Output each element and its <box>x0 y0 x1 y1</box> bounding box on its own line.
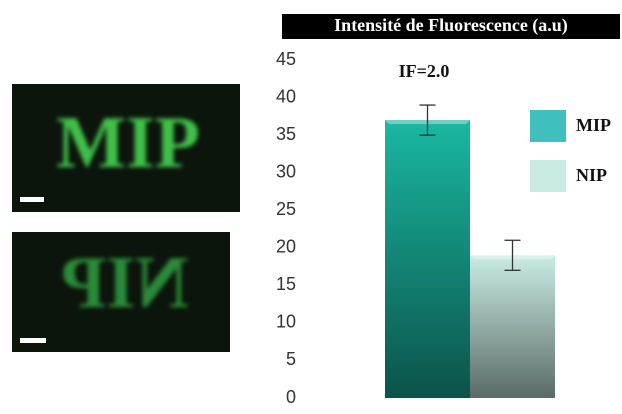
image-mip: MIP <box>12 84 240 212</box>
legend-swatch <box>530 160 566 192</box>
error-bar <box>419 104 436 136</box>
image-text: MIP <box>56 102 200 184</box>
image-background <box>12 84 240 212</box>
bar-shade <box>470 255 555 398</box>
image-text: NIP <box>61 242 188 324</box>
image-background <box>12 232 230 352</box>
y-tick-label: 15 <box>276 274 296 294</box>
y-tick-label: 20 <box>276 237 296 257</box>
scale-bar <box>20 338 46 343</box>
y-tick-label: 40 <box>276 86 296 106</box>
chart-title: Intensité de Fluorescence (a.u) <box>334 15 568 36</box>
y-tick-label: 0 <box>286 387 296 407</box>
y-tick-label: 10 <box>276 312 296 332</box>
y-tick-label: 30 <box>276 161 296 181</box>
y-tick-label: 25 <box>276 199 296 219</box>
annotation: IF=2.0 <box>399 61 450 81</box>
y-tick-label: 45 <box>276 49 296 69</box>
legend-swatch <box>530 110 566 142</box>
error-bar <box>504 239 521 271</box>
y-tick-label: 5 <box>286 349 296 369</box>
title-box <box>282 14 620 39</box>
scale-bar <box>20 197 44 202</box>
bar-shade <box>385 120 470 398</box>
legend-label: NIP <box>576 165 607 185</box>
y-tick-label: 35 <box>276 124 296 144</box>
legend-label: MIP <box>576 115 611 135</box>
image-nip: NIP <box>12 232 230 352</box>
